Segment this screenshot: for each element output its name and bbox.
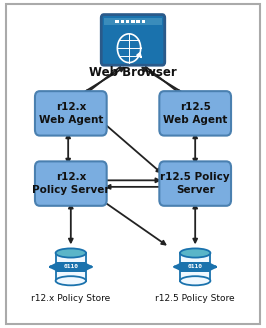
- Text: 0110: 0110: [63, 264, 78, 269]
- Bar: [131, 20, 135, 23]
- Text: 0110: 0110: [188, 264, 203, 269]
- Bar: [56, 253, 86, 281]
- Ellipse shape: [180, 276, 210, 285]
- Bar: [126, 20, 129, 23]
- Text: r12.x Policy Store: r12.x Policy Store: [31, 295, 110, 303]
- FancyBboxPatch shape: [101, 14, 165, 65]
- Text: Web Browser: Web Browser: [89, 66, 177, 79]
- Bar: [115, 20, 119, 23]
- Ellipse shape: [56, 248, 86, 257]
- Text: r12.x
Policy Server: r12.x Policy Server: [32, 173, 110, 195]
- Text: r12.5
Web Agent: r12.5 Web Agent: [163, 102, 227, 125]
- Ellipse shape: [56, 276, 86, 285]
- Text: r12.5 Policy Store: r12.5 Policy Store: [155, 295, 235, 303]
- FancyBboxPatch shape: [6, 4, 260, 324]
- FancyBboxPatch shape: [35, 161, 107, 206]
- Bar: [180, 253, 210, 281]
- FancyBboxPatch shape: [159, 91, 231, 135]
- Bar: [120, 20, 124, 23]
- FancyBboxPatch shape: [159, 161, 231, 206]
- FancyBboxPatch shape: [35, 91, 107, 135]
- Text: r12.x
Web Agent: r12.x Web Agent: [39, 102, 103, 125]
- Ellipse shape: [180, 248, 210, 257]
- Bar: [142, 20, 145, 23]
- Bar: [104, 18, 162, 25]
- Text: r12.5 Policy
Server: r12.5 Policy Server: [160, 173, 230, 195]
- Bar: [180, 262, 210, 272]
- Bar: [136, 20, 140, 23]
- Bar: [56, 262, 86, 272]
